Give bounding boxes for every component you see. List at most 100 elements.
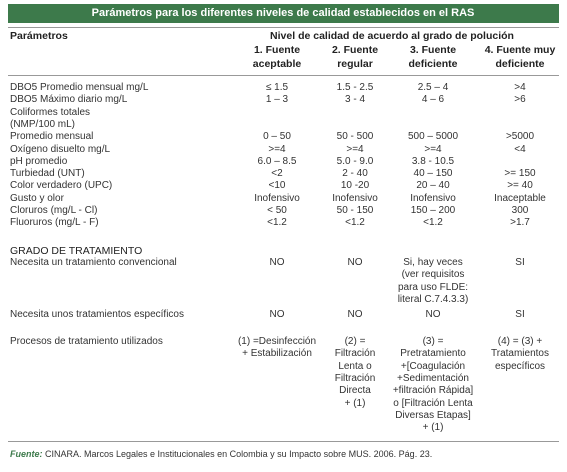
cell: >5000: [505, 131, 535, 143]
cell: o [Filtración Lenta: [393, 397, 473, 409]
cell: 3.8 - 10.5: [411, 155, 455, 167]
title: Parámetros para los diferentes niveles d…: [91, 7, 475, 19]
row-label: Necesita un tratamiento convencional: [10, 257, 177, 268]
cell: 300: [511, 205, 529, 216]
cell: 3 - 4: [344, 94, 366, 106]
column-header: aceptable: [252, 58, 302, 70]
cell: 2.5 – 4: [417, 82, 449, 93]
cell: +Sedimentación: [397, 372, 469, 384]
cell: 10 -20: [340, 180, 370, 192]
cell: NO: [425, 309, 441, 320]
cell: 40 – 150: [413, 168, 453, 180]
cell: +[Coagulación: [400, 360, 466, 372]
cell: NO: [269, 257, 285, 268]
footer: Fuente: CINARA. Marcos Legales e Institu…: [10, 448, 432, 460]
cell: 6.0 – 8.5: [257, 155, 297, 167]
cell: >=4: [346, 143, 364, 155]
cell: 1 – 3: [265, 94, 289, 106]
cell: (ver requisitos: [401, 269, 465, 281]
group-header: Nivel de calidad de acuerdo al grado de …: [270, 30, 514, 42]
cell: para uso FLDE:: [397, 281, 469, 293]
cell: + (1): [344, 397, 366, 409]
cell: Inofensivo: [332, 192, 378, 204]
cell: Directa: [339, 385, 371, 397]
row-label: Coliformes totales: [10, 106, 91, 118]
column-header: 1. Fuente: [253, 44, 301, 56]
cell: >4: [514, 82, 526, 93]
cell: 0 – 50: [263, 131, 291, 143]
cell: 20 – 40: [416, 180, 450, 192]
cell: Inofensivo: [410, 192, 456, 204]
row-label: pH promedio: [10, 155, 68, 167]
cell: + Estabilización: [242, 348, 312, 360]
cell: 1.5 - 2.5: [336, 82, 374, 93]
cell: Pretratamiento: [400, 348, 466, 360]
cell: <1.2: [345, 217, 365, 229]
cell: NO: [269, 309, 285, 320]
cell: >1.7: [510, 217, 530, 229]
cell: Lenta o: [338, 360, 372, 372]
column-header: 3. Fuente: [409, 44, 457, 56]
cell: <2: [271, 168, 283, 180]
cell: 500 – 5000: [407, 131, 459, 143]
cell: (2) =: [344, 336, 366, 347]
column-header: 2. Fuente: [331, 44, 379, 56]
row-label: Fluoruros (mg/L - F): [10, 217, 99, 229]
cell: <1.2: [267, 217, 287, 229]
cell: >= 40: [507, 180, 533, 192]
row-label: Turbiedad (UNT): [10, 168, 85, 180]
cell: 50 - 500: [336, 131, 374, 143]
column-header: regular: [337, 58, 373, 70]
row-label: Gusto y olor: [10, 192, 64, 204]
cell: +filtración Rápida]: [392, 385, 474, 397]
cell: ≤ 1.5: [265, 82, 289, 93]
cell: Si, hay veces: [403, 257, 463, 268]
cell: (1) =Desinfección: [237, 336, 317, 347]
row-label: Promedio mensual: [10, 131, 94, 143]
row-label: Cloruros (mg/L - Cl): [10, 205, 98, 216]
cell: (4) = (3) +: [497, 336, 543, 347]
cell: 4 – 6: [421, 94, 445, 106]
cell: 5.0 - 9.0: [336, 155, 374, 167]
row-label: Color verdadero (UPC): [10, 180, 113, 192]
rule: [8, 441, 559, 442]
column-header: deficiente: [495, 58, 545, 70]
rule: [8, 27, 559, 28]
column-header: deficiente: [408, 58, 458, 70]
row-label: Oxígeno disuelto mg/L: [10, 143, 111, 155]
cell: 2 - 40: [342, 168, 368, 180]
cell: >= 150: [504, 168, 536, 180]
title-bar: [8, 4, 559, 23]
cell: SI: [515, 257, 525, 268]
cell: Inaceptable: [494, 192, 546, 204]
cell: NO: [347, 309, 363, 320]
cell: Inofensivo: [254, 192, 300, 204]
section-title: GRADO DE TRATAMIENTO: [10, 245, 143, 257]
cell: >=4: [268, 143, 286, 155]
row-label: (NMP/100 mL): [10, 118, 76, 130]
cell: >=4: [424, 143, 442, 155]
cell: específicos: [494, 360, 546, 372]
cell: (3) =: [422, 336, 444, 347]
row-label: DBO5 Promedio mensual mg/L: [10, 82, 149, 93]
rule: [8, 75, 559, 76]
cell: >6: [514, 94, 526, 106]
column-header: 4. Fuente muy: [484, 44, 556, 56]
row-label: Procesos de tratamiento utilizados: [10, 336, 163, 347]
param-header: Parámetros: [10, 30, 68, 42]
cell: <10: [268, 180, 286, 192]
footer-label: Fuente:: [10, 449, 43, 459]
row-label: DBO5 Máximo diario mg/L: [10, 94, 128, 106]
cell: < 50: [267, 205, 287, 216]
cell: NO: [347, 257, 363, 268]
cell: Filtración: [334, 372, 376, 384]
cell: SI: [515, 309, 525, 320]
cell: <4: [514, 143, 526, 155]
cell: literal C.7.4.3.3): [397, 293, 469, 305]
cell: 150 – 200: [410, 205, 456, 216]
row-label: Necesita unos tratamientos específicos: [10, 309, 184, 320]
cell: Diversas Etapas]: [395, 409, 471, 421]
cell: + (1): [422, 422, 444, 434]
cell: Tratamientos: [491, 348, 549, 360]
